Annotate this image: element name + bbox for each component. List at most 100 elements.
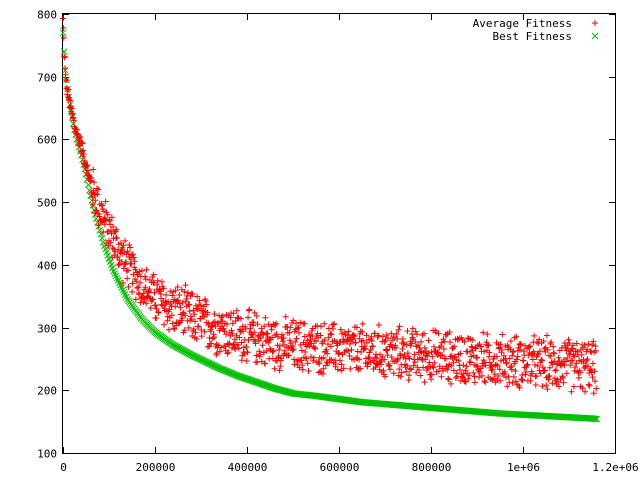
average-fitness-point — [273, 331, 280, 338]
average-fitness-point — [401, 351, 408, 358]
average-fitness-point — [404, 362, 411, 369]
average-fitness-point — [160, 285, 167, 292]
average-fitness-point — [233, 307, 240, 314]
average-fitness-point — [408, 340, 415, 347]
average-fitness-point — [465, 375, 472, 382]
average-fitness-point — [245, 314, 252, 321]
average-fitness-point — [316, 360, 323, 367]
average-fitness-point — [204, 343, 211, 350]
average-fitness-point — [469, 347, 476, 354]
average-fitness-point — [303, 355, 310, 362]
average-fitness-point — [392, 344, 399, 351]
average-fitness-point — [289, 342, 296, 349]
average-fitness-point — [234, 341, 241, 348]
average-fitness-point — [531, 332, 538, 339]
best-fitness-point — [69, 120, 77, 128]
axis-tick-labels: 100 200 300 400 500 600 700 800 0 200000 400000 600… — [37, 9, 639, 475]
average-fitness-point — [563, 370, 570, 377]
average-fitness-point — [325, 334, 332, 341]
average-fitness-point — [286, 337, 293, 344]
average-fitness-point — [161, 321, 168, 328]
average-fitness-point — [198, 333, 205, 340]
average-fitness-point — [536, 336, 543, 343]
average-fitness-point — [412, 328, 419, 335]
average-fitness-point — [321, 320, 328, 327]
average-fitness-point — [387, 366, 394, 373]
average-fitness-point — [64, 91, 71, 98]
average-fitness-point — [84, 162, 91, 169]
average-fitness-point — [290, 346, 297, 353]
average-fitness-point — [153, 315, 160, 322]
average-fitness-point — [538, 357, 545, 364]
average-fitness-point — [188, 290, 195, 297]
average-fitness-point — [276, 346, 283, 353]
average-fitness-point — [228, 327, 235, 334]
average-fitness-point — [224, 350, 231, 357]
average-fitness-point — [89, 201, 96, 208]
average-fitness-point — [78, 139, 85, 146]
average-fitness-point — [524, 361, 531, 368]
average-fitness-point — [482, 379, 489, 386]
average-fitness-point — [504, 383, 511, 390]
x-tick-label: 400000 — [228, 461, 268, 474]
average-fitness-point — [282, 313, 289, 320]
average-fitness-point — [351, 332, 358, 339]
average-fitness-point — [575, 374, 582, 381]
average-fitness-point — [577, 369, 584, 376]
average-fitness-point — [399, 335, 406, 342]
average-fitness-point — [125, 283, 132, 290]
average-fitness-point — [417, 348, 424, 355]
average-fitness-point — [174, 284, 181, 291]
y-tick-label: 700 — [37, 72, 57, 85]
average-fitness-point — [445, 376, 452, 383]
average-fitness-point — [221, 328, 228, 335]
average-fitness-point — [274, 333, 281, 340]
average-fitness-point — [253, 352, 260, 359]
average-fitness-point — [369, 343, 376, 350]
average-fitness-point — [77, 134, 84, 141]
average-fitness-point — [236, 334, 243, 341]
average-fitness-point — [171, 325, 178, 332]
average-fitness-point — [286, 329, 293, 336]
average-fitness-point — [382, 373, 389, 380]
average-fitness-point — [98, 202, 105, 209]
average-fitness-point — [329, 325, 336, 332]
average-fitness-point — [535, 351, 542, 358]
average-fitness-point — [582, 388, 589, 395]
average-fitness-point — [447, 339, 454, 346]
average-fitness-point — [122, 258, 129, 265]
average-fitness-point — [328, 331, 335, 338]
average-fitness-point — [570, 383, 577, 390]
average-fitness-point — [91, 179, 98, 186]
average-fitness-point — [122, 237, 129, 244]
average-fitness-point — [490, 356, 497, 363]
average-fitness-point — [301, 320, 308, 327]
average-fitness-point — [538, 356, 545, 363]
average-fitness-point — [83, 163, 90, 170]
average-fitness-point — [92, 197, 99, 204]
average-fitness-point — [497, 341, 504, 348]
average-fitness-point — [179, 299, 186, 306]
average-fitness-point — [589, 374, 596, 381]
axis-ticks — [63, 14, 616, 454]
average-fitness-point — [336, 349, 343, 356]
average-fitness-point — [416, 366, 423, 373]
average-fitness-point — [592, 347, 599, 354]
average-fitness-point — [123, 268, 130, 275]
average-fitness-point — [442, 355, 449, 362]
average-fitness-point — [584, 356, 591, 363]
average-fitness-point — [251, 309, 258, 316]
average-fitness-point — [209, 335, 216, 342]
average-fitness-point — [127, 244, 134, 251]
average-fitness-point — [560, 379, 567, 386]
average-fitness-point — [579, 385, 586, 392]
average-fitness-point — [129, 251, 136, 258]
average-fitness-point — [584, 346, 591, 353]
average-fitness-point — [203, 301, 210, 308]
average-fitness-point — [60, 34, 67, 41]
average-fitness-point — [406, 372, 413, 379]
average-fitness-point — [591, 368, 598, 375]
average-fitness-point — [94, 191, 101, 198]
average-fitness-point — [141, 286, 148, 293]
